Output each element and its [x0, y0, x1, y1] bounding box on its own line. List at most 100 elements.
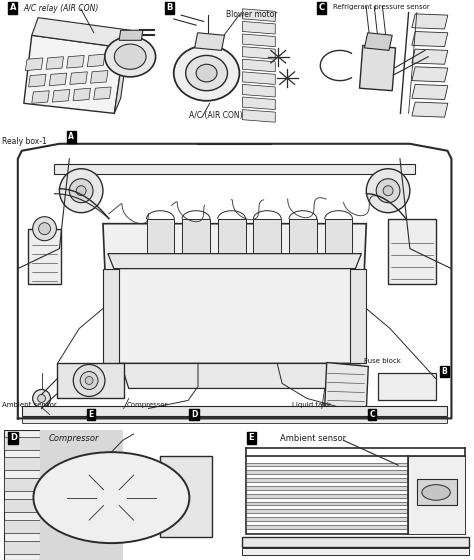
Polygon shape — [246, 456, 465, 534]
Polygon shape — [242, 72, 275, 85]
Polygon shape — [4, 458, 40, 470]
Polygon shape — [246, 494, 465, 498]
Polygon shape — [242, 536, 469, 547]
Polygon shape — [417, 479, 457, 506]
Text: Fuse block: Fuse block — [365, 358, 401, 365]
Circle shape — [49, 461, 174, 534]
Circle shape — [191, 528, 205, 535]
Text: Blower motor: Blower motor — [226, 10, 277, 19]
Text: Compressor: Compressor — [49, 434, 100, 443]
Circle shape — [33, 452, 190, 543]
Circle shape — [69, 179, 93, 203]
Polygon shape — [378, 374, 436, 400]
Text: Ambient sensor: Ambient sensor — [2, 403, 57, 408]
Polygon shape — [246, 525, 465, 529]
Polygon shape — [27, 228, 61, 283]
Text: Realy box-1: Realy box-1 — [2, 137, 47, 146]
Polygon shape — [73, 88, 91, 101]
Polygon shape — [412, 102, 448, 117]
Text: D: D — [10, 433, 17, 442]
Circle shape — [167, 460, 181, 468]
Circle shape — [33, 217, 56, 241]
Circle shape — [80, 371, 98, 389]
Circle shape — [191, 460, 205, 468]
Polygon shape — [87, 54, 105, 67]
Circle shape — [114, 44, 146, 69]
Text: A: A — [68, 132, 74, 141]
Polygon shape — [246, 517, 465, 521]
Polygon shape — [359, 45, 395, 91]
Circle shape — [82, 480, 140, 515]
Polygon shape — [242, 59, 275, 72]
Text: B: B — [442, 367, 447, 376]
Polygon shape — [4, 499, 40, 512]
Polygon shape — [114, 30, 130, 113]
Polygon shape — [412, 49, 448, 64]
Polygon shape — [53, 90, 70, 102]
Text: E: E — [89, 410, 94, 419]
Polygon shape — [94, 87, 111, 100]
Polygon shape — [160, 524, 211, 536]
Polygon shape — [70, 72, 87, 85]
Circle shape — [173, 45, 239, 101]
Polygon shape — [388, 218, 436, 283]
Polygon shape — [160, 456, 211, 536]
Polygon shape — [246, 486, 465, 490]
Polygon shape — [242, 46, 275, 59]
Polygon shape — [242, 9, 275, 21]
Polygon shape — [67, 55, 84, 68]
Polygon shape — [32, 17, 130, 48]
Circle shape — [383, 186, 393, 195]
Text: Liquid tank: Liquid tank — [292, 403, 331, 408]
Text: C: C — [369, 410, 375, 419]
Polygon shape — [246, 463, 465, 466]
Polygon shape — [408, 456, 465, 534]
Polygon shape — [242, 21, 275, 34]
Polygon shape — [22, 407, 447, 417]
Text: A: A — [9, 3, 16, 12]
Polygon shape — [242, 34, 275, 46]
Circle shape — [33, 389, 51, 408]
Polygon shape — [46, 57, 64, 69]
Text: A/C relay (AIR CON): A/C relay (AIR CON) — [24, 4, 99, 13]
Text: D: D — [191, 410, 197, 419]
Text: E: E — [248, 433, 254, 442]
Text: C: C — [319, 3, 325, 12]
Polygon shape — [350, 269, 366, 363]
Polygon shape — [195, 32, 225, 50]
Polygon shape — [119, 30, 143, 40]
Polygon shape — [24, 35, 124, 113]
Polygon shape — [103, 269, 119, 363]
Circle shape — [167, 528, 181, 535]
Polygon shape — [242, 85, 275, 97]
Polygon shape — [246, 510, 465, 513]
Circle shape — [85, 376, 93, 385]
Polygon shape — [4, 430, 40, 560]
Circle shape — [37, 394, 46, 403]
Polygon shape — [242, 110, 275, 122]
Polygon shape — [91, 71, 108, 83]
Circle shape — [376, 179, 400, 203]
Polygon shape — [218, 218, 246, 254]
Polygon shape — [242, 548, 469, 555]
Polygon shape — [412, 67, 448, 82]
Polygon shape — [57, 363, 124, 399]
Polygon shape — [160, 456, 211, 469]
Polygon shape — [412, 31, 448, 46]
Circle shape — [38, 223, 51, 235]
Polygon shape — [40, 430, 122, 560]
Text: Ambient sensor: Ambient sensor — [280, 434, 346, 443]
Polygon shape — [246, 470, 465, 474]
Polygon shape — [412, 14, 448, 29]
Polygon shape — [246, 502, 465, 506]
Polygon shape — [412, 85, 448, 100]
Polygon shape — [4, 478, 40, 491]
Polygon shape — [28, 74, 46, 87]
Polygon shape — [246, 478, 465, 482]
Polygon shape — [55, 164, 415, 174]
Polygon shape — [103, 223, 366, 363]
Circle shape — [422, 484, 450, 500]
Text: A/C (AIR CON): A/C (AIR CON) — [189, 111, 242, 120]
Circle shape — [59, 169, 103, 213]
Polygon shape — [254, 218, 281, 254]
